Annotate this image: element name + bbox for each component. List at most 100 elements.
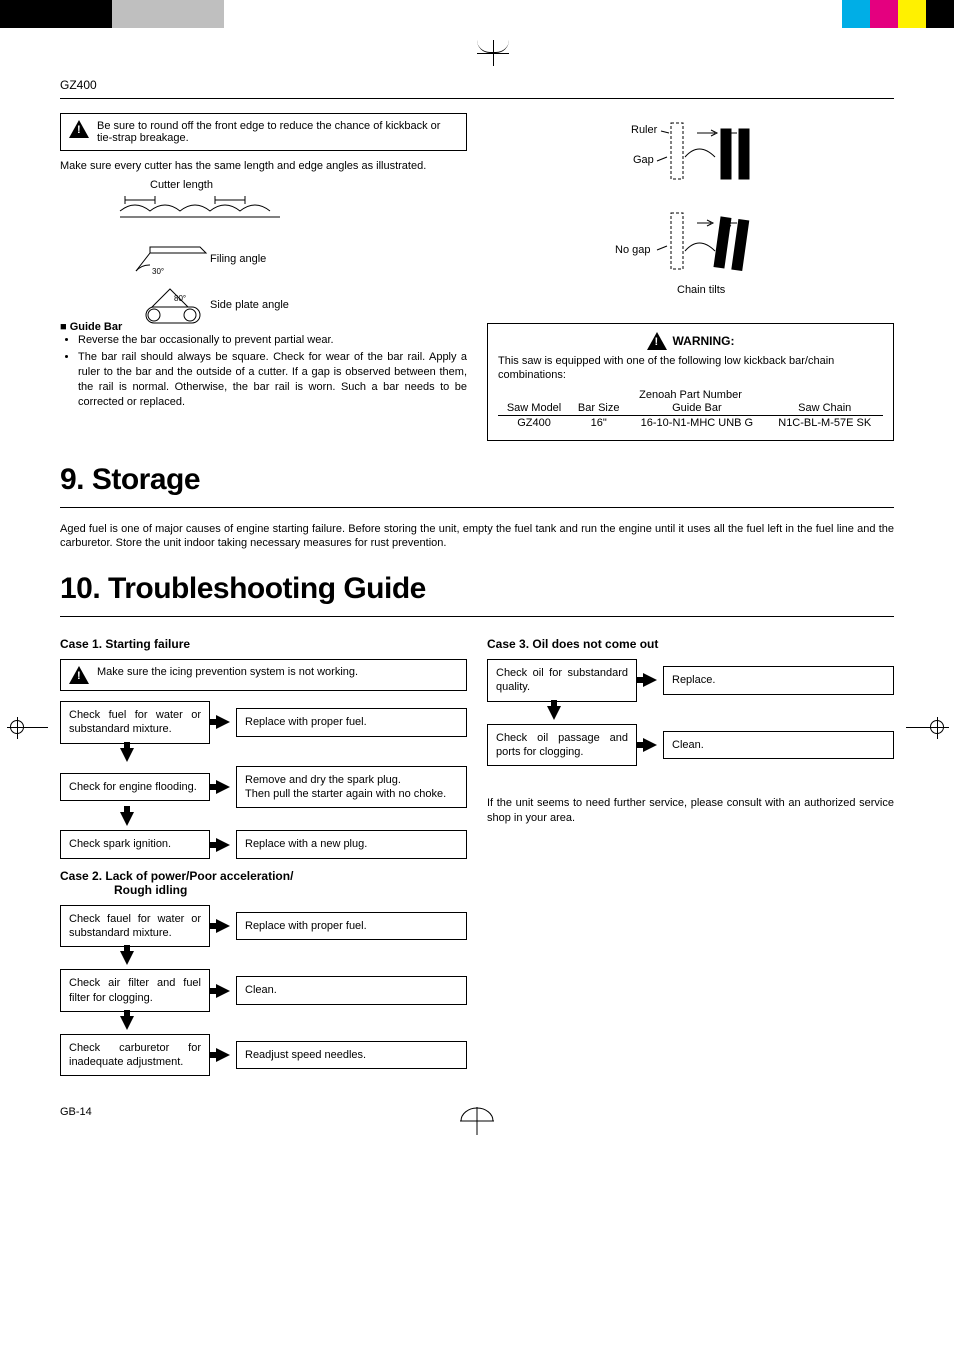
arrow-down-wrap (60, 812, 467, 826)
color-swatch (140, 0, 168, 28)
flow-check-box: Check air filter and fuel filter for clo… (60, 969, 210, 1012)
swatch-row-right (842, 0, 954, 28)
storage-rule (60, 507, 894, 508)
flow-action-box: Readjust speed needles. (236, 1041, 467, 1069)
flow-check-box: Check spark ignition. (60, 830, 210, 858)
troubleshooting-heading: 10. Troubleshooting Guide (60, 572, 894, 606)
cutter-length-paragraph: Make sure every cutter has the same leng… (60, 159, 467, 173)
color-swatch (842, 0, 870, 28)
case2-flowchart: Check fauel for water or substandard mix… (60, 905, 467, 1077)
arrow-down-wrap (60, 1016, 467, 1030)
icing-prevention-text: Make sure the icing prevention system is… (97, 666, 358, 678)
service-paragraph: If the unit seems to need further servic… (487, 796, 894, 825)
color-swatch (112, 0, 140, 28)
case1-title: Case 1. Starting failure (60, 637, 467, 651)
arrow-right-icon (643, 673, 657, 687)
arrow-down-icon (547, 706, 561, 720)
flow-check-box: Check carburetor for inadequate adjustme… (60, 1034, 210, 1077)
left-column: Be sure to round off the front edge to r… (60, 113, 467, 441)
troubleshooting-left: Case 1. Starting failure Make sure the i… (60, 631, 467, 1082)
model-header: GZ400 (60, 78, 894, 92)
flow-action-box: Clean. (236, 976, 467, 1004)
svg-text:30°: 30° (152, 267, 164, 276)
top-two-column: Be sure to round off the front edge to r… (60, 113, 894, 441)
filing-angle-figure: 30° Filing angle (110, 237, 467, 265)
arrow-down-icon (120, 812, 134, 826)
svg-text:No gap: No gap (615, 244, 650, 256)
color-swatch (168, 0, 196, 28)
warning-icon (69, 666, 89, 684)
flow-row: Check oil passage and ports for clogging… (487, 724, 894, 767)
color-swatch (84, 0, 112, 28)
troubleshooting-rule (60, 616, 894, 617)
registration-crosshair-right (906, 720, 944, 734)
registration-crosshair-left (10, 720, 48, 734)
troubleshooting-right: Case 3. Oil does not come out Check oil … (487, 631, 894, 1082)
flow-action-box: Remove and dry the spark plug.Then pull … (236, 766, 467, 809)
guide-bar-bullets: Reverse the bar occasionally to prevent … (60, 333, 467, 409)
svg-text:80°: 80° (174, 294, 186, 303)
flow-action-box: Replace. (663, 666, 894, 694)
table-header: Bar Size (570, 401, 627, 416)
warning-icon (69, 120, 89, 138)
flow-check-box: Check oil for substandard quality. (487, 659, 637, 702)
flow-row: Check carburetor for inadequate adjustme… (60, 1034, 467, 1077)
color-swatch (898, 0, 926, 28)
arrow-down-wrap (60, 951, 467, 965)
svg-text:Chain tilts: Chain tilts (677, 284, 726, 296)
flow-check-box: Check fauel for water or substandard mix… (60, 905, 210, 948)
flow-action-box: Replace with proper fuel. (236, 912, 467, 940)
warning-header: WARNING: (498, 332, 883, 350)
table-cell: 16-10-N1-MHC UNB G (627, 415, 766, 430)
arrow-right-icon (216, 838, 230, 852)
bar-chain-warning-box: WARNING: This saw is equipped with one o… (487, 323, 894, 441)
arrow-down-icon (120, 1016, 134, 1030)
round-off-warning-text: Be sure to round off the front edge to r… (97, 120, 458, 144)
bullet-item: Reverse the bar occasionally to prevent … (78, 333, 467, 348)
svg-text:Ruler: Ruler (631, 124, 658, 136)
table-header: Saw Chain (766, 401, 883, 416)
swatch-row-left (0, 0, 224, 28)
ruler-gap-figure: Ruler Gap No gap (487, 113, 894, 313)
guide-bar-heading: ■ Guide Bar (60, 321, 467, 333)
part-number-supertitle: Zenoah Part Number (498, 389, 883, 401)
case1-flowchart: Check fuel for water or substandard mixt… (60, 701, 467, 858)
flow-row: Check air filter and fuel filter for clo… (60, 969, 467, 1012)
table-header: Guide Bar (627, 401, 766, 416)
table-header: Saw Model (498, 401, 570, 416)
registration-crosshair-bottom (460, 1107, 494, 1138)
case2-title: Case 2. Lack of power/Poor acceleration/… (60, 869, 467, 897)
table-row: GZ40016"16-10-N1-MHC UNB GN1C-BL-M-57E S… (498, 415, 883, 430)
flow-action-box: Replace with proper fuel. (236, 708, 467, 736)
warning-label: WARNING: (673, 334, 735, 348)
filing-angle-label: Filing angle (210, 253, 467, 265)
color-swatch (196, 0, 224, 28)
side-plate-label: Side plate angle (210, 299, 467, 311)
flow-check-box: Check oil passage and ports for clogging… (487, 724, 637, 767)
ruler-gap-svg: Ruler Gap No gap (581, 113, 801, 313)
round-off-warning-box: Be sure to round off the front edge to r… (60, 113, 467, 151)
case2-title-line2: Rough idling (114, 883, 187, 897)
cutter-length-label: Cutter length (150, 179, 467, 191)
table-cell: 16" (570, 415, 627, 430)
flow-check-box: Check fuel for water or substandard mixt… (60, 701, 210, 744)
arrow-right-icon (216, 715, 230, 729)
side-plate-figure: 80° Side plate angle (110, 283, 467, 311)
arrow-right-icon (216, 984, 230, 998)
storage-text: Aged fuel is one of major causes of engi… (60, 522, 894, 551)
flow-row: Check spark ignition.Replace with a new … (60, 830, 467, 858)
arrow-right-icon (216, 1048, 230, 1062)
case3-flowchart: Check oil for substandard quality. Replac… (487, 659, 894, 766)
flow-row: Check fauel for water or substandard mix… (60, 905, 467, 948)
table-cell: GZ400 (498, 415, 570, 430)
arrow-right-icon (643, 738, 657, 752)
color-swatch (870, 0, 898, 28)
flow-row: Check oil for substandard quality. Replac… (487, 659, 894, 702)
cutter-length-svg (110, 191, 290, 231)
color-swatch (28, 0, 56, 28)
cutter-length-figure: Cutter length (110, 179, 467, 231)
arrow-right-icon (216, 919, 230, 933)
arrow-down-icon (120, 951, 134, 965)
bar-chain-table: Saw ModelBar SizeGuide BarSaw Chain GZ40… (498, 401, 883, 430)
icing-prevention-box: Make sure the icing prevention system is… (60, 659, 467, 691)
